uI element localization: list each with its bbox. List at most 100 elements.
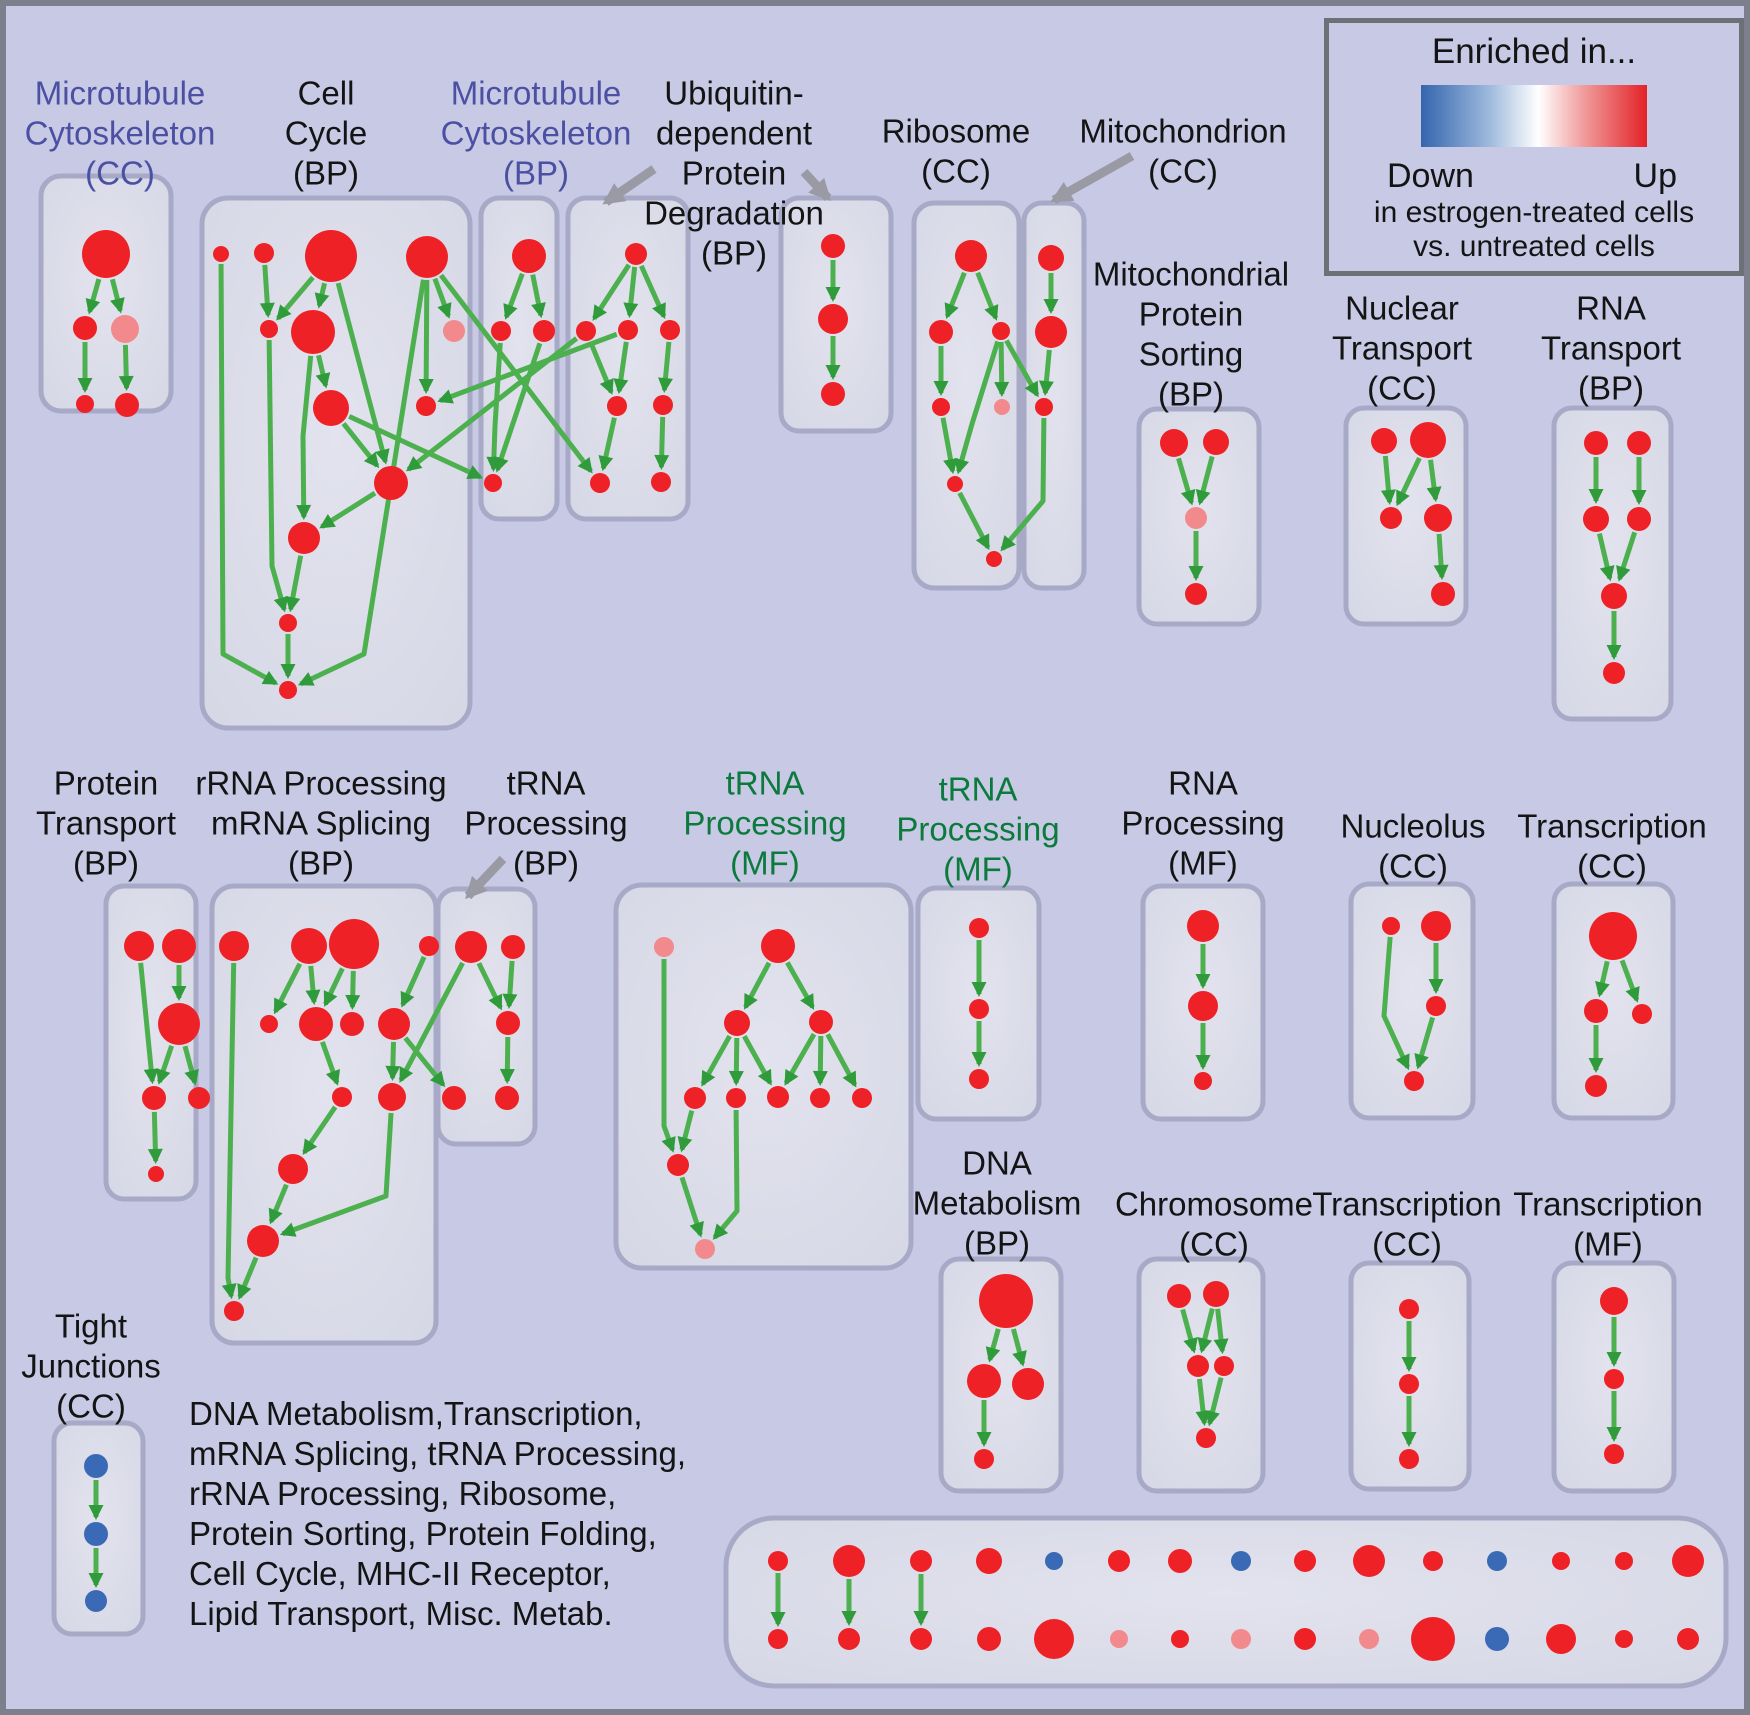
go-term-node-shared-cluster-18: [977, 1627, 1001, 1651]
go-term-node-ubiquitin-chain-0: [821, 234, 845, 258]
go-term-node-rrna-mrna-2: [329, 919, 379, 969]
go-term-node-nuclear-transport-0: [1371, 428, 1397, 454]
go-term-node-shared-cluster-10: [1423, 1551, 1443, 1571]
edge-nuclear-transport: [1426, 459, 1442, 503]
group-label-rna-transport: RNA: [1576, 290, 1646, 327]
go-term-node-rna-transport-5: [1603, 662, 1625, 684]
go-term-node-ubiquitin-degradation-6: [590, 473, 610, 493]
legend-subline-1: in estrogen-treated cells: [1373, 196, 1695, 229]
group-label-trna-mf-large: tRNA: [726, 765, 805, 802]
go-term-node-transcription-mf-1: [1604, 1369, 1624, 1389]
go-term-node-ubiquitin-chain-2: [821, 382, 845, 406]
group-label-microtubule-bp: (BP): [503, 155, 569, 192]
go-term-node-cell-cycle-4: [260, 320, 278, 338]
group-label-rrna-mrna: (BP): [288, 845, 354, 882]
go-term-node-ribosome-cc-6: [986, 551, 1002, 567]
edge-rna-transport: [1596, 533, 1615, 582]
group-label-dna-metabolism: Metabolism: [913, 1185, 1082, 1222]
go-term-node-rna-processing-mf-0: [1187, 910, 1219, 942]
go-term-node-rna-processing-mf-2: [1194, 1072, 1212, 1090]
go-term-node-rrna-mrna-12: [224, 1301, 244, 1321]
edge-cell-cycle: [276, 275, 315, 321]
edge-chromosome: [1197, 1307, 1215, 1354]
go-term-node-ubiquitin-degradation-4: [607, 396, 627, 416]
group-label-trna-bp: (BP): [513, 845, 579, 882]
go-term-node-shared-cluster-4: [1045, 1552, 1063, 1570]
edge-nuclear-transport: [1433, 533, 1449, 581]
go-term-node-transcription-mf-0: [1600, 1287, 1628, 1315]
group-label-trna-mf-small: Processing: [896, 811, 1059, 848]
go-term-node-shared-cluster-6: [1168, 1549, 1192, 1573]
ubiquitin-label-arrow-left: [602, 165, 657, 206]
note-line: DNA Metabolism,Transcription,: [189, 1395, 643, 1432]
group-label-transcription-mf: Transcription: [1513, 1186, 1703, 1223]
go-term-node-shared-cluster-12: [1552, 1552, 1570, 1570]
edge-rrna-mrna: [221, 962, 237, 1300]
go-term-node-trna-bp-3: [442, 1086, 466, 1110]
edge-chromosome: [1195, 1378, 1211, 1427]
edge-microtubule-cc: [118, 344, 134, 392]
go-term-node-shared-cluster-24: [1359, 1629, 1379, 1649]
group-box-microtubule-cc: [38, 173, 174, 414]
go-term-node-nuclear-transport-3: [1424, 504, 1452, 532]
go-term-node-protein-transport-4: [188, 1087, 210, 1109]
edge-ribosome-cc: [954, 340, 1001, 475]
edge-rrna-mrna: [237, 1256, 259, 1300]
go-term-node-shared-cluster-15: [768, 1629, 788, 1649]
go-term-node-trna-mf-large-9: [667, 1154, 689, 1176]
legend: Enriched in... Down Up in estrogen-treat…: [1324, 18, 1744, 276]
go-term-node-transcription-cc-bot-1: [1399, 1374, 1419, 1394]
edge-mitochondrion-cc: [1038, 349, 1054, 397]
edge-rrna-mrna: [323, 967, 345, 1007]
edge-trna-mf-large: [812, 1035, 828, 1087]
go-term-node-mitochondrion-cc-2: [1035, 398, 1053, 416]
go-term-node-transcription-cc-bot-2: [1399, 1449, 1419, 1469]
note-line: rRNA Processing, Ribosome,: [189, 1475, 617, 1512]
go-term-node-nucleolus-1: [1421, 911, 1451, 941]
go-term-node-ribosome-cc-1: [929, 320, 953, 344]
edge-rrna-mrna: [273, 962, 303, 1015]
go-term-node-microtubule-cc-3: [76, 395, 94, 413]
go-term-node-shared-cluster-1: [833, 1545, 865, 1577]
ubiquitin-label-arrow-right: [800, 168, 832, 202]
go-term-node-dna-metabolism-1: [967, 1364, 1001, 1398]
edge-ubiquitin-degradation: [658, 341, 673, 394]
edge-cell-cycle: [296, 355, 314, 521]
go-term-node-microtubule-cc-0: [82, 230, 130, 278]
go-term-node-rrna-mrna-0: [219, 931, 249, 961]
go-term-node-transcription-cc-mid-2: [1632, 1004, 1652, 1024]
go-term-node-trna-bp-1: [501, 935, 525, 959]
group-label-mito-protein-sorting: Protein: [1139, 296, 1244, 333]
group-label-trna-mf-small: (MF): [943, 851, 1013, 888]
go-term-node-shared-cluster-11: [1487, 1551, 1507, 1571]
go-term-node-cell-cycle-0: [213, 246, 229, 262]
group-label-ubiquitin-degradation: Degradation: [644, 195, 824, 232]
go-term-node-rna-transport-3: [1627, 507, 1651, 531]
go-term-node-ribosome-cc-2: [992, 322, 1010, 340]
go-term-node-shared-cluster-25: [1411, 1617, 1455, 1661]
go-term-node-microtubule-cc-1: [73, 316, 97, 340]
go-term-node-shared-cluster-16: [838, 1628, 860, 1650]
group-label-trna-bp: tRNA: [507, 765, 586, 802]
go-term-node-trna-mf-large-4: [684, 1087, 706, 1109]
go-term-node-mitochondrion-cc-0: [1038, 245, 1064, 271]
group-label-tight-junctions: Junctions: [21, 1348, 160, 1385]
go-term-node-mito-protein-sorting-2: [1185, 507, 1207, 529]
group-label-tight-junctions: Tight: [55, 1308, 127, 1345]
go-term-node-shared-cluster-21: [1171, 1630, 1189, 1648]
go-term-node-rrna-mrna-6: [340, 1012, 364, 1036]
group-label-transcription-mf: (MF): [1573, 1226, 1643, 1263]
edge-transcription-cc-mid: [1595, 960, 1610, 998]
group-box-shared-cluster: [723, 1515, 1729, 1689]
go-term-node-chromosome-2: [1187, 1355, 1209, 1377]
go-term-node-rrna-mrna-11: [247, 1225, 279, 1257]
go-term-node-transcription-cc-bot-0: [1399, 1299, 1419, 1319]
go-term-node-transcription-cc-mid-1: [1584, 999, 1608, 1023]
go-term-node-shared-cluster-17: [910, 1628, 932, 1650]
group-label-protein-transport: (BP): [73, 845, 139, 882]
edge-rrna-mrna: [279, 1112, 394, 1237]
group-label-rrna-mrna: rRNA Processing: [195, 765, 446, 802]
edge-trna-bp: [502, 960, 518, 1010]
label-layer: MicrotubuleCytoskeleton(CC)CellCycle(BP)…: [21, 75, 1706, 1425]
go-term-node-chromosome-3: [1214, 1356, 1234, 1376]
